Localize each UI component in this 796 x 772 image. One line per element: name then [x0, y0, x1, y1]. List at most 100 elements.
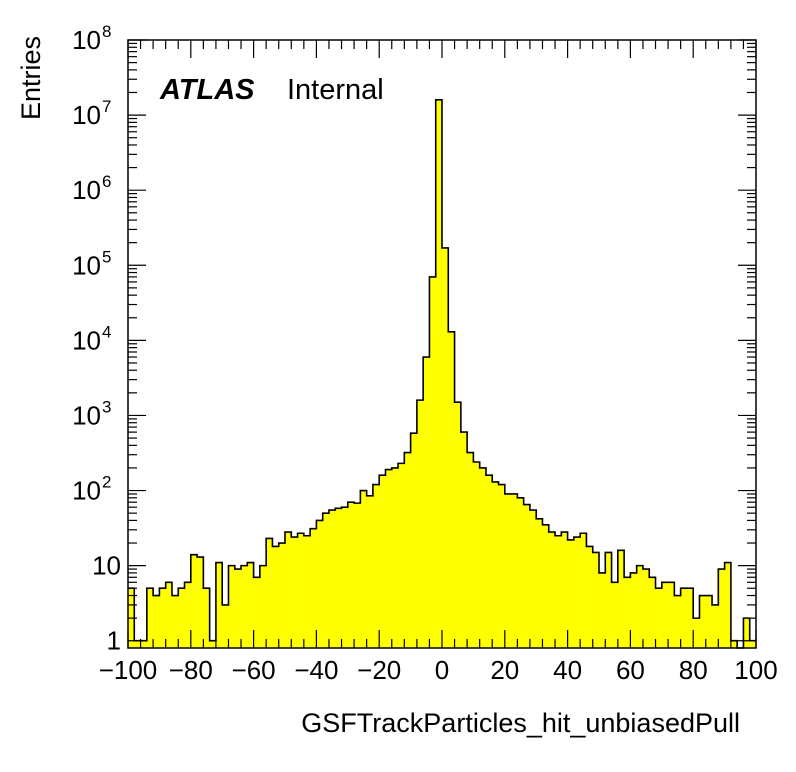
histogram-bar: [190, 554, 198, 648]
histogram-bar: [328, 510, 336, 648]
histogram-bar: [171, 595, 179, 648]
histogram-bar: [278, 543, 286, 648]
x-tick-label: 60: [616, 655, 645, 685]
y-tick-exponent: 7: [102, 97, 111, 116]
y-tick-label: 1: [107, 626, 121, 656]
histogram-bar: [234, 569, 242, 648]
histogram-bar: [454, 402, 462, 648]
histogram-bar: [686, 588, 694, 648]
histogram-bar: [636, 565, 644, 648]
x-tick-label: 100: [734, 655, 777, 685]
histogram-bar: [630, 572, 637, 648]
y-tick-label: 10: [72, 175, 101, 205]
histogram-bar: [529, 510, 537, 648]
histogram-bar: [297, 533, 305, 648]
histogram-bar: [442, 247, 449, 649]
histogram-bar: [435, 99, 443, 648]
y-tick-exponent: 2: [102, 473, 111, 492]
y-tick-label: 10: [72, 100, 101, 130]
x-tick-label: −80: [169, 655, 213, 685]
y-tick-label: 10: [72, 250, 101, 280]
histogram-bar: [580, 533, 587, 648]
histogram-bar: [460, 432, 468, 648]
histogram-bar: [341, 507, 349, 648]
histogram-bar: [642, 569, 650, 648]
histogram-bar: [655, 588, 663, 648]
histogram-bar: [266, 538, 273, 648]
histogram-bar: [416, 400, 424, 648]
histogram-bar: [140, 640, 148, 648]
histogram-bar: [586, 546, 594, 648]
histogram-bar: [567, 539, 575, 648]
histogram-bar: [272, 546, 280, 648]
y-tick-exponent: 5: [102, 247, 111, 266]
x-tick-label: 20: [490, 655, 519, 685]
histogram-bars: [128, 98, 757, 649]
histogram-bar: [366, 495, 374, 648]
histogram-bar: [542, 524, 550, 648]
histogram-bar: [674, 595, 681, 648]
histogram-bar: [146, 588, 154, 648]
y-tick-label: 10: [72, 400, 101, 430]
histogram-bar: [517, 497, 524, 648]
histogram-bar: [203, 588, 210, 648]
x-tick-label: −100: [99, 655, 158, 685]
histogram-bar: [134, 640, 141, 648]
internal-label: Internal: [287, 74, 384, 106]
y-axis-title: Entries: [16, 36, 46, 120]
histogram-bar: [385, 469, 393, 648]
histogram-bar: [605, 552, 612, 648]
histogram-bar: [410, 433, 418, 648]
histogram-bar: [322, 513, 330, 648]
x-tick-label: −20: [357, 655, 401, 685]
histogram-bar: [511, 493, 518, 648]
histogram-bar: [153, 595, 160, 648]
histogram-bar: [599, 572, 606, 648]
histogram-bar: [391, 467, 399, 648]
plot-frame: [127, 39, 757, 649]
histogram-bar: [316, 520, 323, 648]
histogram-bar: [523, 504, 531, 648]
histogram-bar: [661, 582, 669, 648]
histogram-bar: [668, 582, 675, 648]
y-tick-exponent: 6: [102, 172, 111, 191]
histogram-bar: [498, 484, 506, 648]
histogram-bar: [285, 532, 292, 648]
x-axis-title: GSFTrackParticles_hit_unbiasedPull: [301, 708, 740, 738]
histogram-bar: [372, 484, 380, 648]
histogram-bar: [398, 463, 405, 648]
histogram-bar: [724, 562, 732, 648]
histogram-bar: [347, 502, 355, 648]
histogram-bar: [448, 331, 455, 648]
histogram-bar: [178, 588, 185, 648]
histogram-bar: [693, 618, 700, 648]
histogram-bar: [404, 452, 411, 648]
histogram-bar: [354, 503, 361, 648]
histogram-bar: [712, 604, 719, 648]
y-tick-exponent: 4: [102, 322, 111, 341]
histogram-bar: [611, 582, 619, 648]
histogram-bar: [360, 490, 367, 648]
histogram-bar: [159, 588, 166, 648]
histogram-bar: [197, 557, 204, 648]
histogram-bar: [680, 588, 688, 648]
histogram-bar: [335, 508, 342, 648]
y-tick-exponent: 3: [102, 397, 111, 416]
y-tick-label: 10: [92, 551, 121, 581]
y-tick-label: 10: [72, 325, 101, 355]
histogram-bar: [718, 569, 725, 648]
histogram-bar: [479, 467, 487, 648]
x-tick-label: −40: [294, 655, 338, 685]
histogram-bar: [215, 562, 223, 648]
histogram-bar: [743, 618, 751, 648]
histogram-bar: [555, 535, 562, 648]
x-tick-label: 0: [435, 655, 449, 685]
y-tick-label: 10: [72, 25, 101, 55]
histogram-bar: [705, 595, 713, 648]
histogram-bar: [303, 535, 311, 648]
x-tick-label: −60: [232, 655, 276, 685]
histogram-bar: [209, 640, 217, 648]
atlas-label: ATLAS: [159, 74, 255, 106]
